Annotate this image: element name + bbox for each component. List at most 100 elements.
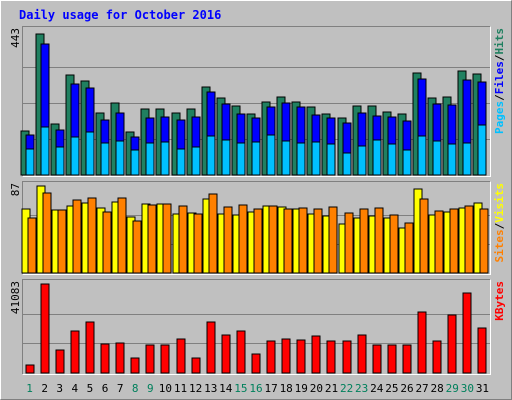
legend-entry: Visits — [493, 183, 506, 223]
bar-sites-day-14 — [223, 206, 233, 274]
bar-pages-day-19 — [296, 142, 306, 176]
panel-middle: 87 Sites/Visits — [9, 181, 506, 275]
bar-kbytes-day-11 — [176, 338, 186, 374]
day-label-7: 7 — [117, 382, 124, 395]
bar-kbytes-day-18 — [281, 338, 291, 374]
day-label-20: 20 — [310, 382, 323, 395]
bar-sites-day-13 — [208, 193, 218, 274]
bar-pages-day-24 — [372, 139, 382, 176]
plot-border-highlight — [22, 26, 491, 177]
day-label-26: 26 — [400, 382, 413, 395]
day-label-14: 14 — [219, 382, 233, 395]
bar-kbytes-day-9 — [145, 344, 155, 374]
bar-kbytes-day-16 — [251, 353, 261, 374]
day-label-29: 29 — [446, 382, 459, 395]
bar-sites-day-22 — [344, 212, 354, 274]
bar-sites-day-25 — [389, 214, 399, 274]
bar-pages-day-1 — [25, 148, 35, 176]
bar-sites-day-19 — [298, 207, 308, 274]
bar-pages-day-5 — [85, 131, 95, 176]
day-label-1: 1 — [26, 382, 33, 395]
bar-pages-day-20 — [311, 141, 321, 176]
bar-kbytes-day-19 — [296, 339, 306, 374]
day-label-16: 16 — [249, 382, 262, 395]
day-label-28: 28 — [431, 382, 444, 395]
legend-middle: Sites/Visits — [493, 183, 506, 263]
bar-kbytes-day-14 — [221, 334, 231, 374]
bar-pages-day-27 — [417, 135, 427, 176]
day-label-30: 30 — [461, 382, 474, 395]
bar-kbytes-day-1 — [25, 364, 35, 374]
day-label-15: 15 — [234, 382, 247, 395]
bar-kbytes-day-28 — [432, 340, 442, 374]
bar-pages-day-30 — [462, 142, 472, 176]
legend-entry: / — [493, 94, 506, 101]
bar-sites-day-21 — [328, 206, 338, 274]
legend-entry: Pages — [493, 101, 506, 134]
bar-kbytes-day-25 — [387, 344, 397, 374]
bar-kbytes-day-17 — [266, 340, 276, 374]
bar-sites-day-6 — [102, 211, 112, 274]
bar-pages-day-4 — [70, 136, 80, 176]
bar-sites-day-4 — [72, 199, 82, 274]
bar-pages-day-13 — [206, 135, 216, 176]
bar-sites-day-27 — [419, 198, 429, 274]
bar-kbytes-day-2 — [40, 283, 50, 374]
bar-pages-day-28 — [432, 140, 442, 176]
bar-kbytes-day-10 — [160, 344, 170, 374]
day-label-23: 23 — [355, 382, 368, 395]
bar-kbytes-day-13 — [206, 321, 216, 374]
day-label-13: 13 — [204, 382, 217, 395]
bar-sites-day-8 — [132, 220, 142, 274]
bar-pages-day-25 — [387, 143, 397, 176]
bar-kbytes-day-6 — [100, 343, 110, 374]
bar-kbytes-day-22 — [342, 340, 352, 374]
bar-pages-day-21 — [326, 143, 336, 176]
bar-sites-day-31 — [479, 208, 489, 274]
bar-kbytes-day-30 — [462, 292, 472, 374]
bar-kbytes-day-15 — [236, 330, 246, 374]
bar-sites-day-28 — [434, 210, 444, 274]
plot-border-shadow — [22, 279, 491, 375]
bar-kbytes-day-27 — [417, 311, 427, 374]
bar-sites-day-23 — [359, 208, 369, 274]
plot-border-shadow — [22, 26, 491, 177]
day-label-12: 12 — [189, 382, 202, 395]
panel-bottom: 41083 KBytes — [9, 279, 506, 375]
day-label-5: 5 — [87, 382, 94, 395]
day-label-31: 31 — [476, 382, 489, 395]
day-label-8: 8 — [132, 382, 139, 395]
plot-border-highlight — [22, 279, 491, 375]
bar-pages-day-7 — [115, 140, 125, 176]
bar-kbytes-day-12 — [191, 357, 201, 374]
bar-kbytes-day-8 — [130, 357, 140, 374]
day-label-19: 19 — [295, 382, 308, 395]
bar-pages-day-14 — [221, 139, 231, 176]
bar-pages-day-10 — [160, 141, 170, 176]
bar-kbytes-day-24 — [372, 344, 382, 374]
bar-sites-day-5 — [87, 197, 97, 274]
chart-title: Daily usage for October 2016 — [19, 8, 221, 22]
legend-entry: / — [493, 222, 506, 229]
legend-bottom: KBytes — [493, 281, 506, 321]
legend-entry: Hits — [493, 28, 506, 55]
bar-pages-day-3 — [55, 146, 65, 176]
bar-pages-day-29 — [447, 143, 457, 176]
bar-sites-day-11 — [178, 205, 188, 274]
bar-sites-day-12 — [193, 213, 203, 274]
day-label-9: 9 — [147, 382, 154, 395]
bar-sites-day-15 — [238, 204, 248, 274]
day-label-3: 3 — [56, 382, 63, 395]
plot-border-highlight — [22, 181, 491, 275]
bar-kbytes-day-7 — [115, 342, 125, 374]
bar-sites-day-10 — [162, 203, 172, 274]
day-label-21: 21 — [325, 382, 338, 395]
day-label-6: 6 — [102, 382, 109, 395]
bar-sites-day-18 — [283, 208, 293, 274]
bar-sites-day-29 — [449, 208, 459, 274]
bar-pages-day-9 — [145, 142, 155, 176]
legend-entry: / — [493, 54, 506, 61]
